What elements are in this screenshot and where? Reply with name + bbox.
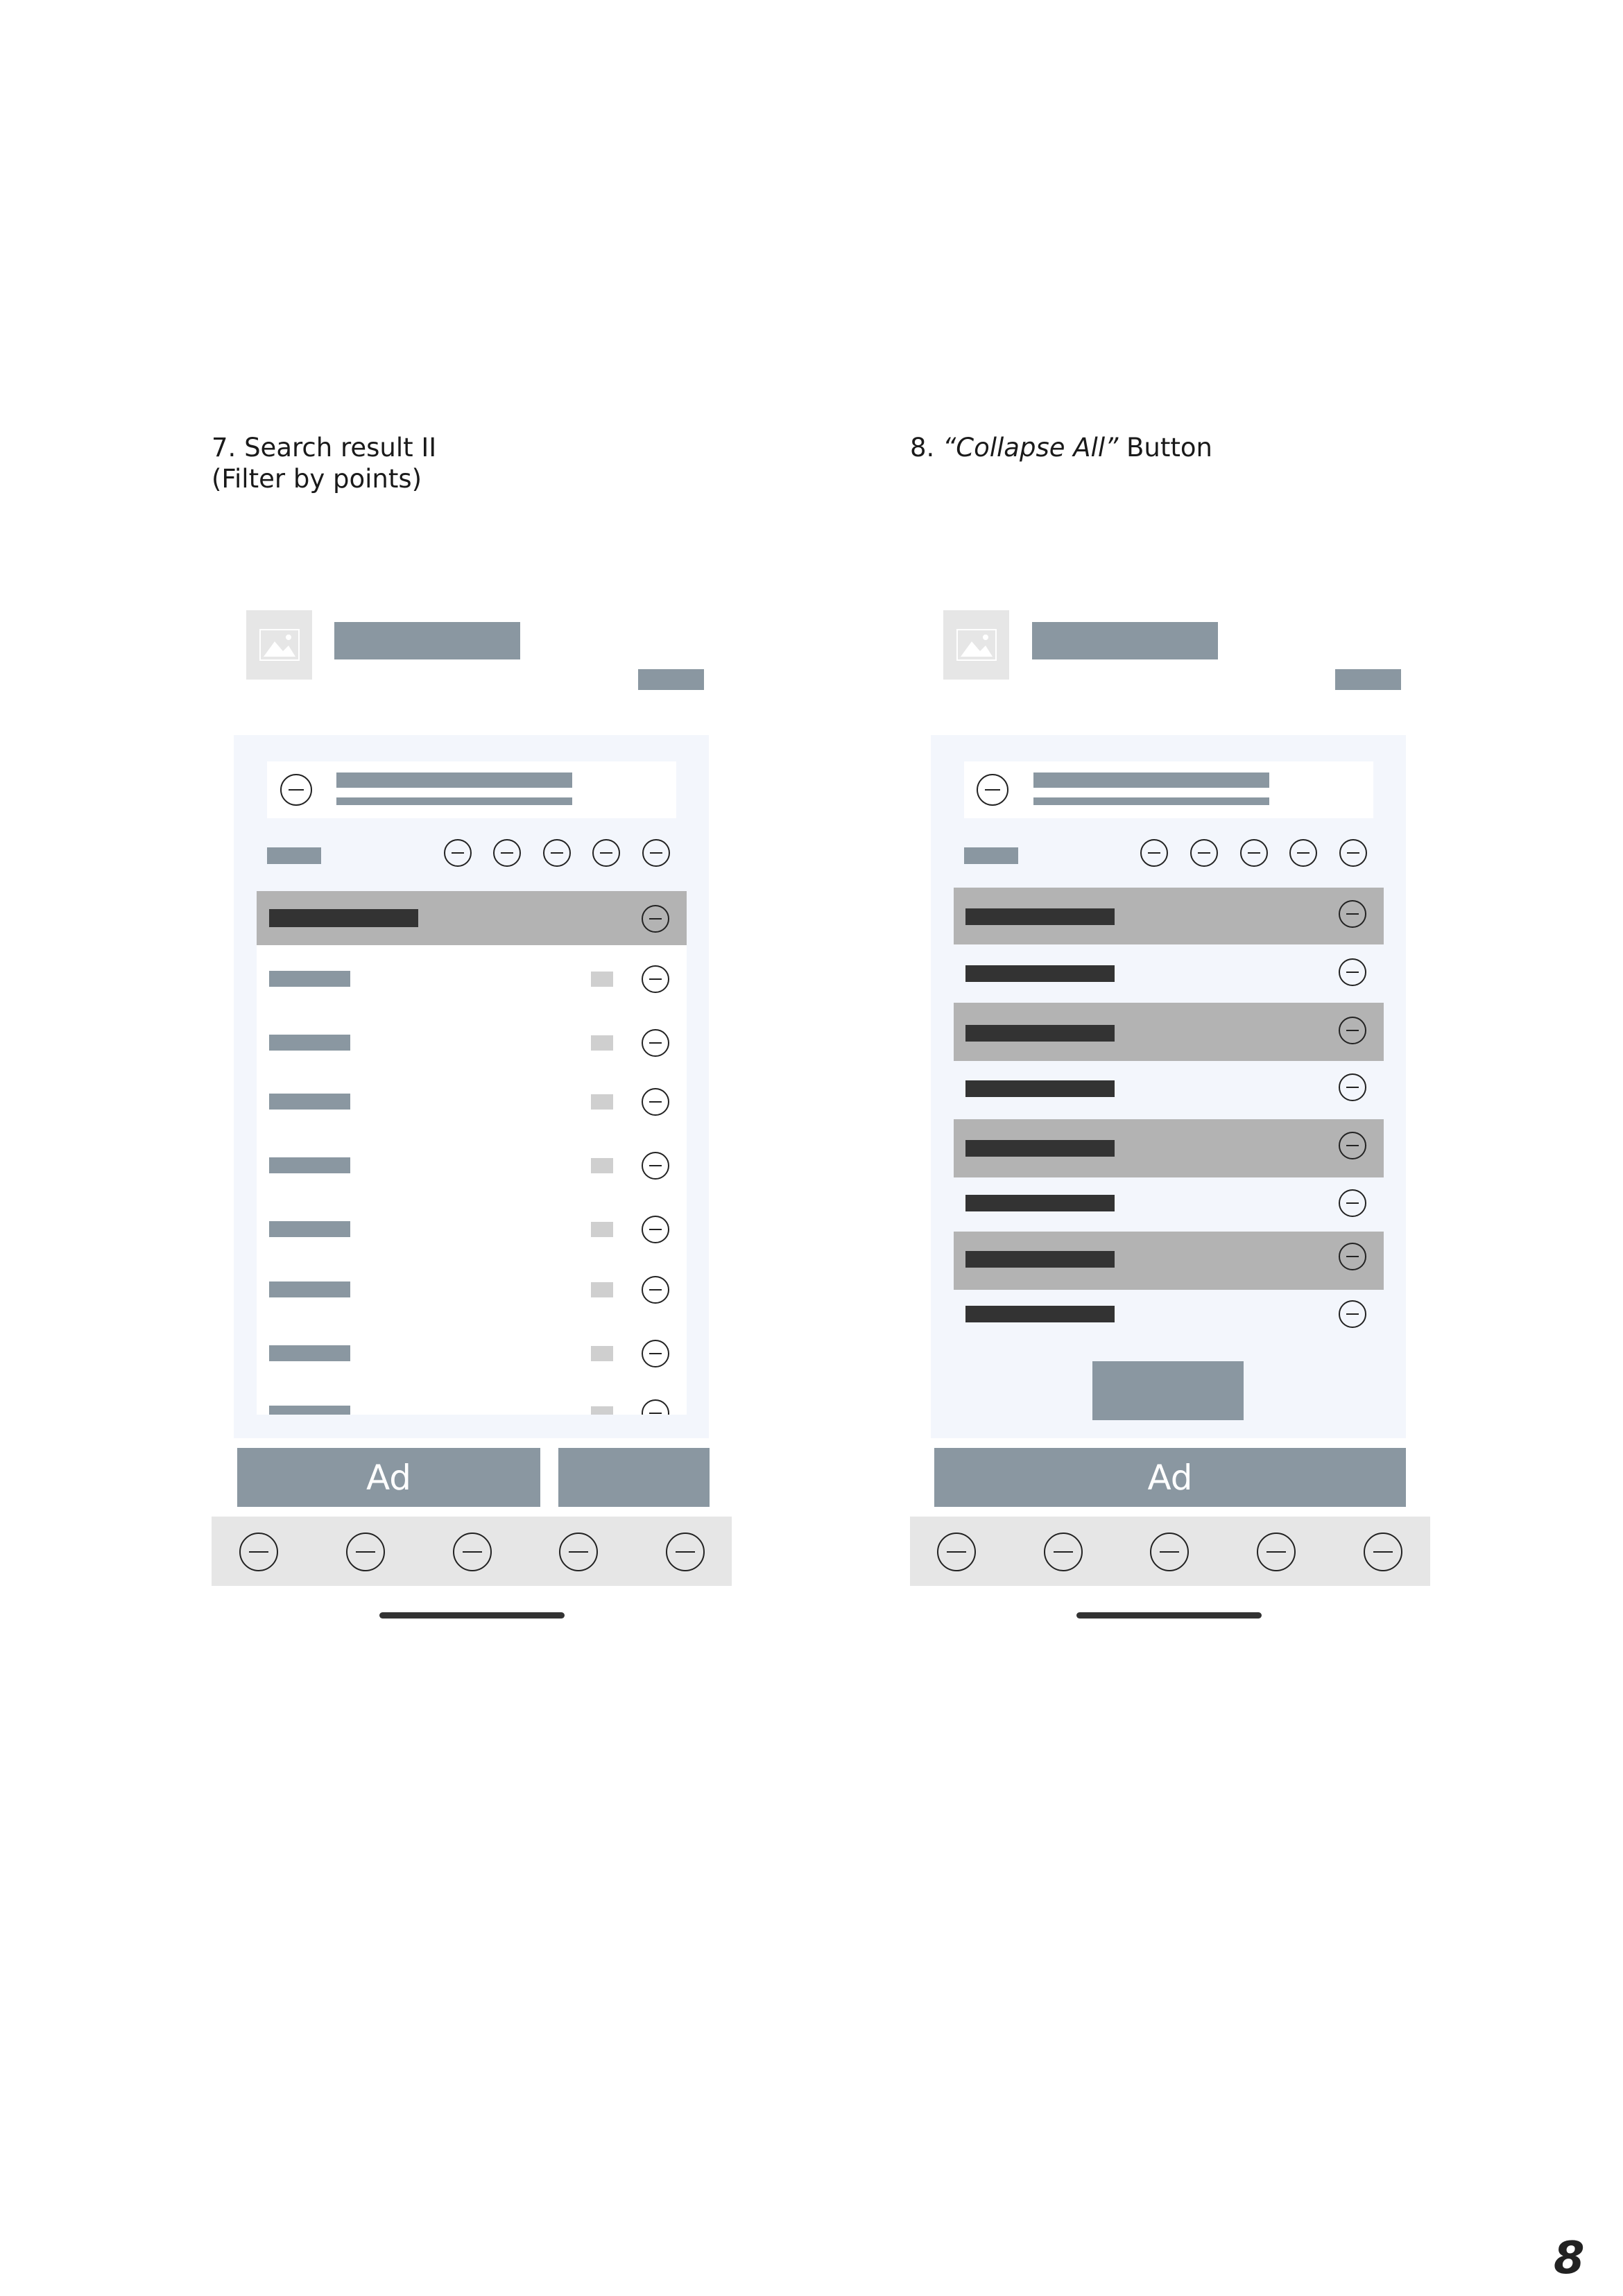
- points-badge: [591, 972, 613, 987]
- item-action-icon[interactable]: [642, 1029, 669, 1057]
- tab-icon-2[interactable]: [1044, 1533, 1083, 1571]
- tab-icon-5[interactable]: [666, 1533, 705, 1571]
- caption-suffix: Button: [1118, 433, 1212, 463]
- search-query-placeholder: [336, 772, 572, 788]
- header-title-placeholder: [334, 622, 520, 659]
- group-title: [965, 1080, 1115, 1097]
- screen-caption-line1: 7. Search result II: [212, 433, 437, 463]
- filter-points-icon-5[interactable]: [1339, 839, 1367, 867]
- points-badge: [591, 1222, 613, 1237]
- points-badge: [591, 1094, 613, 1110]
- collapse-all-button[interactable]: [1092, 1361, 1244, 1420]
- header-image-placeholder-icon: [943, 610, 1009, 680]
- item-action-icon[interactable]: [642, 1340, 669, 1367]
- expand-icon[interactable]: [1339, 1243, 1366, 1270]
- tab-icon-3[interactable]: [1150, 1533, 1189, 1571]
- collapse-icon[interactable]: [642, 905, 669, 933]
- search-bar[interactable]: [964, 761, 1373, 818]
- header-image-placeholder-icon: [246, 610, 312, 680]
- list-item-label: [269, 1345, 350, 1361]
- tab-icon-1[interactable]: [937, 1533, 976, 1571]
- tab-icon-2[interactable]: [346, 1533, 385, 1571]
- home-indicator[interactable]: [379, 1612, 565, 1619]
- item-action-icon[interactable]: [642, 1152, 669, 1180]
- group-title: [965, 965, 1115, 982]
- item-action-icon[interactable]: [642, 1276, 669, 1304]
- list-item-label: [269, 1035, 350, 1051]
- search-query-placeholder: [1033, 772, 1269, 788]
- filter-label: [267, 847, 321, 864]
- expand-icon[interactable]: [1339, 1300, 1366, 1328]
- filter-points-icon-1[interactable]: [444, 839, 472, 867]
- filter-points-icon-1[interactable]: [1140, 839, 1168, 867]
- tab-icon-5[interactable]: [1364, 1533, 1402, 1571]
- ad-banner[interactable]: [237, 1448, 540, 1507]
- item-action-icon[interactable]: [642, 1088, 669, 1116]
- home-indicator[interactable]: [1076, 1612, 1262, 1619]
- ad-label: Ad: [366, 1457, 412, 1498]
- results-list: [257, 891, 687, 1415]
- list-group-title: [269, 909, 418, 927]
- list-item-label: [269, 1094, 350, 1110]
- group-title: [965, 908, 1115, 925]
- expand-icon[interactable]: [1339, 1073, 1366, 1101]
- header-title-placeholder: [1032, 622, 1218, 659]
- list-item-label: [269, 1281, 350, 1297]
- header-action-button[interactable]: [1335, 669, 1401, 690]
- tab-icon-4[interactable]: [559, 1533, 598, 1571]
- list-item-label: [269, 1406, 350, 1415]
- group-title: [965, 1025, 1115, 1042]
- filter-points-icon-5[interactable]: [642, 839, 670, 867]
- points-badge: [591, 1282, 613, 1297]
- search-icon[interactable]: [280, 774, 312, 806]
- tab-icon-3[interactable]: [453, 1533, 492, 1571]
- points-badge: [591, 1346, 613, 1361]
- header-action-button[interactable]: [638, 669, 704, 690]
- expand-icon[interactable]: [1339, 958, 1366, 986]
- filter-points-icon-2[interactable]: [493, 839, 521, 867]
- points-badge: [591, 1406, 613, 1415]
- screen-caption-line2: (Filter by points): [212, 464, 422, 494]
- item-action-icon[interactable]: [642, 1216, 669, 1243]
- search-icon[interactable]: [977, 774, 1008, 806]
- group-title: [965, 1306, 1115, 1322]
- item-action-icon[interactable]: [642, 965, 669, 993]
- group-title: [965, 1251, 1115, 1268]
- caption-prefix: 8.: [910, 433, 943, 463]
- collapsed-list: [954, 888, 1384, 1337]
- expand-icon[interactable]: [1339, 1132, 1366, 1159]
- filter-points-icon-3[interactable]: [1240, 839, 1268, 867]
- expand-icon[interactable]: [1339, 900, 1366, 928]
- secondary-ad-button[interactable]: [558, 1448, 710, 1507]
- search-bar[interactable]: [267, 761, 676, 818]
- search-subline-placeholder: [1033, 797, 1269, 805]
- ad-label: Ad: [1147, 1457, 1193, 1498]
- group-title: [965, 1140, 1115, 1157]
- filter-points-icon-2[interactable]: [1190, 839, 1218, 867]
- page-number: 8: [1554, 2233, 1585, 2284]
- expand-icon[interactable]: [1339, 1017, 1366, 1044]
- list-item-label: [269, 1221, 350, 1237]
- tab-icon-4[interactable]: [1257, 1533, 1296, 1571]
- points-badge: [591, 1035, 613, 1051]
- list-item-label: [269, 1157, 350, 1173]
- expand-icon[interactable]: [1339, 1189, 1366, 1217]
- screen-caption: 8. “Collapse All” Button: [910, 432, 1212, 463]
- item-action-icon[interactable]: [642, 1399, 669, 1415]
- filter-label: [964, 847, 1018, 864]
- list-item-label: [269, 971, 350, 987]
- search-subline-placeholder: [336, 797, 572, 805]
- filter-points-icon-4[interactable]: [1289, 839, 1317, 867]
- caption-italic: “Collapse All”: [943, 433, 1119, 463]
- ad-banner[interactable]: [934, 1448, 1406, 1507]
- filter-points-icon-3[interactable]: [543, 839, 571, 867]
- filter-points-icon-4[interactable]: [592, 839, 620, 867]
- tab-icon-1[interactable]: [239, 1533, 278, 1571]
- group-title: [965, 1195, 1115, 1211]
- points-badge: [591, 1158, 613, 1173]
